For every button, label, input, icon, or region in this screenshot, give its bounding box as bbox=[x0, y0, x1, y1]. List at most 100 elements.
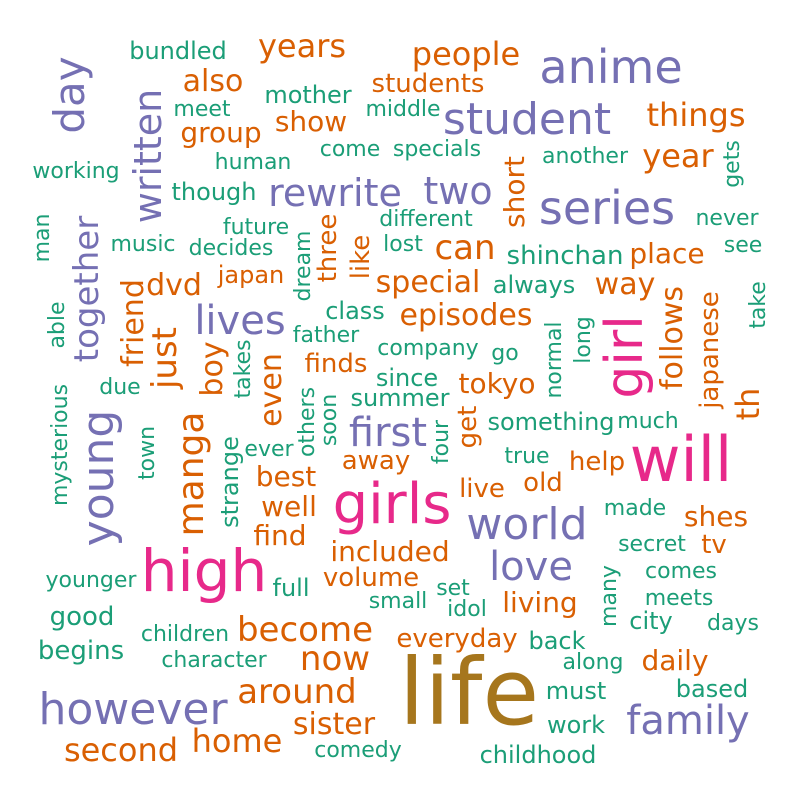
word-decides: decides bbox=[188, 236, 274, 261]
word-comedy: comedy bbox=[314, 738, 402, 763]
word-dvd: dvd bbox=[146, 268, 202, 303]
word-everyday: everyday bbox=[396, 624, 518, 654]
word-company: company bbox=[377, 336, 479, 361]
word-manga: manga bbox=[171, 411, 212, 537]
word-town: town bbox=[135, 425, 160, 481]
word-go: go bbox=[491, 341, 519, 366]
word-year: year bbox=[642, 137, 714, 175]
word-years: years bbox=[257, 27, 347, 65]
word-finds: finds bbox=[304, 349, 368, 379]
word-along: along bbox=[562, 650, 624, 675]
word-show: show bbox=[274, 105, 348, 138]
word-idol: idol bbox=[447, 597, 487, 622]
word-ever: ever bbox=[244, 437, 294, 462]
word-due: due bbox=[99, 375, 141, 400]
word-lost: lost bbox=[383, 232, 423, 257]
word-back: back bbox=[528, 627, 586, 655]
word-mother: mother bbox=[264, 81, 352, 109]
word-normal: normal bbox=[542, 321, 567, 399]
word-follows: follows bbox=[655, 285, 690, 391]
word-based: based bbox=[675, 675, 749, 703]
word-gets: gets bbox=[720, 140, 745, 188]
word-four: four bbox=[429, 419, 454, 465]
word-together: together bbox=[67, 215, 107, 363]
word-takes: takes bbox=[231, 339, 256, 399]
word-since: since bbox=[375, 364, 439, 392]
word-able: able bbox=[45, 301, 70, 349]
word-middle: middle bbox=[365, 97, 441, 122]
word-japanese: japanese bbox=[695, 291, 725, 409]
word-tokyo: tokyo bbox=[458, 367, 536, 400]
word-future: future bbox=[222, 215, 290, 240]
word-always: always bbox=[492, 271, 576, 299]
word-good: good bbox=[49, 602, 115, 632]
word-first: first bbox=[348, 410, 428, 456]
word-best: best bbox=[255, 460, 317, 493]
word-episodes: episodes bbox=[399, 298, 533, 333]
word-living: living bbox=[502, 586, 578, 619]
word-begins: begins bbox=[37, 636, 125, 666]
word-help: help bbox=[568, 447, 626, 477]
word-set: set bbox=[436, 576, 470, 601]
word-like: like bbox=[346, 234, 376, 280]
word-boy: boy bbox=[195, 341, 230, 397]
word-music: music bbox=[110, 232, 176, 257]
word-get: get bbox=[453, 405, 483, 449]
word-tv: tv bbox=[701, 530, 727, 560]
word-even: even bbox=[254, 353, 289, 427]
word-just: just bbox=[145, 326, 185, 390]
word-students: students bbox=[371, 69, 485, 99]
word-japan: japan bbox=[217, 261, 285, 289]
word-see: see bbox=[723, 233, 763, 258]
word-comes: comes bbox=[645, 559, 717, 584]
word-girl: girl bbox=[595, 315, 655, 399]
word-secret: secret bbox=[618, 532, 686, 557]
word-summer: summer bbox=[350, 384, 450, 412]
word-made: made bbox=[603, 496, 667, 521]
word-two: two bbox=[423, 169, 493, 213]
word-rewrite: rewrite bbox=[268, 171, 402, 215]
word-small: small bbox=[368, 589, 428, 614]
word-life: life bbox=[398, 639, 540, 746]
word-childhood: childhood bbox=[479, 741, 597, 769]
word-student: student bbox=[442, 94, 612, 145]
word-children: children bbox=[140, 622, 230, 647]
word-days: days bbox=[707, 611, 759, 636]
word-live: live bbox=[459, 474, 505, 504]
word-will: will bbox=[629, 423, 733, 496]
word-three: three bbox=[313, 213, 343, 283]
word-strange: strange bbox=[216, 436, 244, 528]
word-th: th bbox=[729, 387, 767, 421]
word-others: others bbox=[295, 386, 320, 458]
word-much: much bbox=[617, 409, 679, 434]
word-young: young bbox=[73, 409, 124, 547]
word-bundled: bundled bbox=[129, 37, 227, 65]
word-something: something bbox=[487, 408, 615, 436]
word-old: old bbox=[523, 468, 563, 498]
word-meet: meet bbox=[173, 97, 231, 122]
word-included: included bbox=[330, 535, 450, 568]
word-short: short bbox=[498, 156, 531, 228]
word-also: also bbox=[182, 64, 244, 99]
word-day: day bbox=[45, 56, 94, 134]
word-long: long bbox=[571, 316, 596, 364]
word-second: second bbox=[63, 731, 179, 769]
word-people: people bbox=[411, 35, 521, 73]
word-world: world bbox=[466, 499, 588, 550]
word-character: character bbox=[161, 648, 267, 673]
word-different: different bbox=[379, 207, 473, 232]
word-work: work bbox=[546, 711, 606, 739]
word-younger: younger bbox=[45, 568, 137, 593]
word-soon: soon bbox=[317, 393, 342, 447]
word-specials: specials bbox=[392, 137, 482, 162]
word-never: never bbox=[695, 206, 759, 231]
word-away: away bbox=[341, 446, 411, 476]
word-however: however bbox=[38, 684, 228, 735]
word-volume: volume bbox=[322, 563, 420, 593]
word-human: human bbox=[214, 150, 292, 175]
word-special: special bbox=[375, 265, 481, 300]
word-shinchan: shinchan bbox=[506, 241, 624, 271]
word-shes: shes bbox=[683, 500, 749, 533]
word-city: city bbox=[629, 607, 673, 635]
